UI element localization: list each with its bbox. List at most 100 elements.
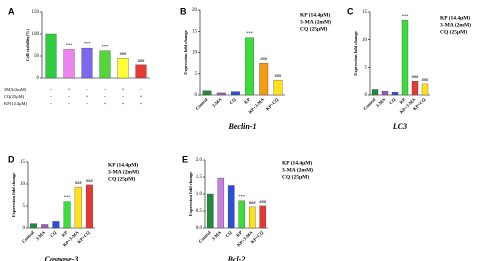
table-sign: - <box>140 88 142 93</box>
x-tick-label: 3-MA <box>375 96 387 108</box>
legend-note: CQ (25μM) <box>282 173 309 180</box>
y-tick-label: 0 <box>23 226 26 231</box>
legend-note: CQ (25μM) <box>300 25 327 32</box>
legend-note: 3-MA (2mM) <box>108 168 139 175</box>
y-axis-label: Expression fold change <box>188 172 193 216</box>
y-tick-label: 50 <box>34 54 40 59</box>
x-tick-label: Control <box>198 229 213 244</box>
bar <box>421 83 429 96</box>
bar <box>259 62 269 96</box>
legend-note: 3-MA (2mM) <box>300 18 331 25</box>
bar <box>81 47 93 79</box>
y-tick-label: 5 <box>23 204 26 209</box>
table-row-label: 3MA(2mM) <box>4 87 27 92</box>
x-tick-label: KP <box>235 230 243 238</box>
table-sign: - <box>68 95 70 100</box>
bar <box>273 79 283 96</box>
table-sign: - <box>68 102 70 107</box>
bar <box>52 221 60 229</box>
table-sign: + <box>68 88 71 93</box>
bar <box>99 50 111 79</box>
x-tick-label: Control <box>21 229 36 244</box>
bar <box>238 200 246 229</box>
y-axis-label: Expression fold change <box>353 31 358 75</box>
y-tick-label: 1.5 <box>196 175 203 180</box>
x-axis-title: Caspase-3 <box>45 255 79 261</box>
significance: ### <box>86 178 94 183</box>
table-sign: + <box>86 95 89 100</box>
table-sign: + <box>140 102 143 107</box>
significance: ### <box>412 74 420 79</box>
y-axis-label: Expression fold change <box>183 30 188 74</box>
significance: *** <box>64 195 72 200</box>
y-tick-label: 10 <box>20 182 26 187</box>
y-tick-label: 0 <box>195 93 198 98</box>
y-tick-label: 150 <box>32 10 40 15</box>
bar <box>401 20 409 96</box>
x-tick-label: KP <box>243 97 251 105</box>
bar <box>381 90 389 96</box>
y-tick-label: 0 <box>365 93 368 98</box>
y-tick-label: 0.5 <box>196 209 203 214</box>
panel-label: E <box>182 154 188 164</box>
table-sign: - <box>122 95 124 100</box>
y-tick-label: 0 <box>37 76 40 81</box>
x-tick-label: KP+CQ <box>265 97 280 112</box>
table-sign: - <box>104 95 106 100</box>
significance: *** <box>402 13 410 18</box>
x-axis-title: Beclin-1 <box>228 122 257 131</box>
bar <box>63 201 71 229</box>
table-sign: + <box>122 102 125 107</box>
table-sign: - <box>50 102 52 107</box>
significance: *** <box>84 41 92 46</box>
y-tick-label: 15 <box>20 160 26 165</box>
x-tick-label: KP+3-MA <box>247 96 265 114</box>
y-tick-label: 10 <box>192 51 198 56</box>
x-tick-label: 3-MA <box>211 229 223 241</box>
y-tick-label: 0.0 <box>196 226 203 231</box>
significance: ### <box>249 200 257 205</box>
bar <box>217 177 225 229</box>
table-sign: + <box>122 88 125 93</box>
legend-note: KP (14.4μM) <box>300 11 330 18</box>
panel-label: D <box>8 154 15 164</box>
x-tick-label: CQ <box>388 97 397 106</box>
x-tick-label: CQ <box>49 230 58 239</box>
table-sign: + <box>104 102 107 107</box>
significance: ### <box>260 56 268 61</box>
significance: ### <box>422 77 430 82</box>
bar <box>216 92 226 96</box>
significance: ### <box>275 73 283 78</box>
bar <box>135 64 147 79</box>
legend-note: KP (14.4μM) <box>440 14 470 21</box>
significance: *** <box>102 44 110 49</box>
legend-note: CQ (25μM) <box>108 175 135 182</box>
x-tick-label: CQ <box>224 230 233 239</box>
bar <box>245 37 254 96</box>
table-sign: - <box>104 88 106 93</box>
bar <box>202 90 212 96</box>
x-tick-label: 3-MA <box>35 229 47 241</box>
x-tick-label: KP <box>61 230 69 238</box>
significance: ### <box>259 199 267 204</box>
table-sign: - <box>86 88 88 93</box>
significance: *** <box>246 31 254 36</box>
y-tick-label: 100 <box>32 32 40 37</box>
significance: ### <box>138 58 146 63</box>
x-tick-label: 3-MA <box>211 96 223 108</box>
y-tick-label: 10 <box>362 38 368 43</box>
panel-label: C <box>347 6 354 16</box>
y-axis-label: Cell viability(%) <box>25 28 30 61</box>
x-tick-label: KP <box>398 97 406 105</box>
table-sign: - <box>86 102 88 107</box>
significance: *** <box>238 194 246 199</box>
bar <box>206 193 214 229</box>
legend-note: CQ (25μM) <box>440 28 467 35</box>
table-sign: - <box>50 95 52 100</box>
panel-label: B <box>180 6 187 16</box>
significance: ### <box>75 180 83 185</box>
legend-note: KP (14.4μM) <box>108 161 138 168</box>
y-tick-label: 15 <box>192 29 198 34</box>
bar <box>248 206 256 229</box>
